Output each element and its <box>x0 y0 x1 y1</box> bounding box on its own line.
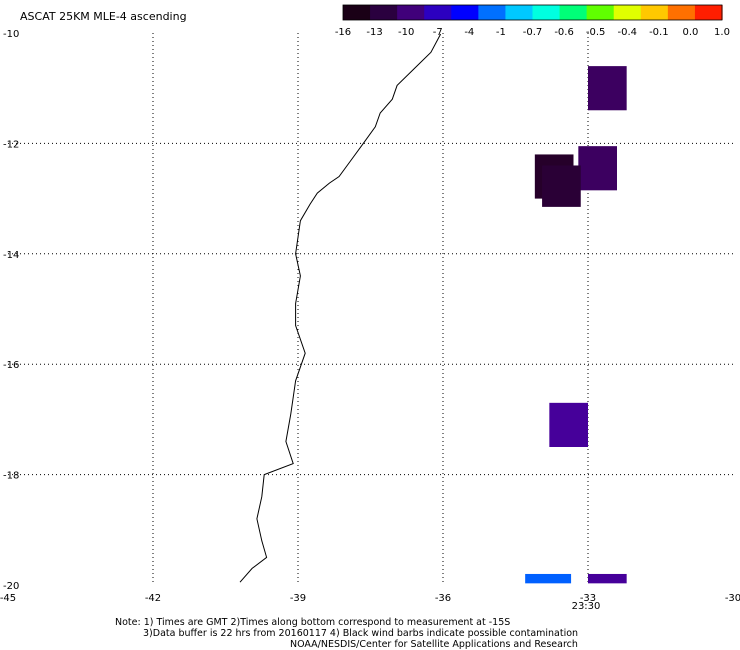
color-scale-segment <box>559 5 588 20</box>
x-tick-label: -45 <box>0 593 16 604</box>
color-scale-label: -0.6 <box>554 27 574 38</box>
coastline <box>239 33 442 583</box>
color-scale-bar <box>342 4 723 21</box>
wind-cell <box>588 66 627 111</box>
note-line-1: Note: 1) Times are GMT 2)Times along bot… <box>115 617 511 628</box>
color-scale-label: -7 <box>433 27 443 38</box>
color-scale-segment <box>478 5 507 20</box>
color-scale-segment <box>343 5 371 20</box>
color-scale-label: -1 <box>496 27 506 38</box>
color-scale-segment <box>613 5 642 20</box>
color-scale-label: -16 <box>335 27 351 38</box>
x-tick-label: -33 <box>580 593 596 604</box>
y-tick-label: -14 <box>3 250 19 261</box>
color-scale-segment <box>424 5 452 20</box>
color-scale-label: -0.4 <box>617 27 637 38</box>
color-scale-segment <box>667 5 696 20</box>
y-tick-label: -16 <box>3 360 19 371</box>
color-scale-label: -0.5 <box>586 27 606 38</box>
color-scale-label: 1.0 <box>714 27 730 38</box>
note-line-2: 3)Data buffer is 22 hrs from 20160117 4)… <box>143 628 579 639</box>
y-tick-label: -18 <box>3 471 19 482</box>
color-scale-segment <box>640 5 669 20</box>
color-scale-label: -10 <box>398 27 414 38</box>
x-tick-label: -36 <box>435 593 451 604</box>
axis-tick-labels: -45 -42 -39 -36 -33 -30 -10 -12 -14 -16 -18 -20 <box>0 29 740 604</box>
wind-cell <box>578 146 617 191</box>
y-tick-label: -20 <box>3 581 19 592</box>
wind-cell <box>549 402 588 447</box>
color-scale-segment <box>370 5 398 20</box>
color-scale-segment <box>451 5 479 20</box>
color-scale-segment <box>397 5 425 20</box>
wind-cells <box>525 66 627 584</box>
wind-cell <box>588 573 627 584</box>
color-scale-label: -0.7 <box>523 27 543 38</box>
note-line-3: NOAA/NESDIS/Center for Satellite Applica… <box>290 639 578 650</box>
color-scale-labels: -16 -13 -10 -7 -4 -1 -0.7 -0.6 -0.5 -0.4 -0.1 0.0 1.… <box>335 27 730 38</box>
color-scale-segment <box>586 5 615 20</box>
color-scale-segment <box>505 5 534 20</box>
color-scale-border <box>342 4 723 21</box>
wind-cell <box>525 573 572 584</box>
x-tick-label: -30 <box>725 593 740 604</box>
color-scale-label: -0.1 <box>649 27 669 38</box>
color-scale-label: -13 <box>366 27 382 38</box>
color-scale-label: 0.0 <box>682 27 698 38</box>
color-scale-segment <box>532 5 561 20</box>
wind-cell <box>542 165 581 207</box>
y-tick-label: -10 <box>3 29 19 40</box>
map-title: ASCAT 25KM MLE-4 ascending <box>20 10 187 23</box>
x-tick-label: -39 <box>290 593 306 604</box>
y-tick-label: -12 <box>3 139 19 150</box>
x-tick-label: -42 <box>145 593 161 604</box>
lat-lon-grid <box>8 33 733 585</box>
time-label: 23:30 <box>572 601 601 612</box>
color-scale-label: -4 <box>464 27 474 38</box>
color-scale-segment <box>694 5 723 20</box>
